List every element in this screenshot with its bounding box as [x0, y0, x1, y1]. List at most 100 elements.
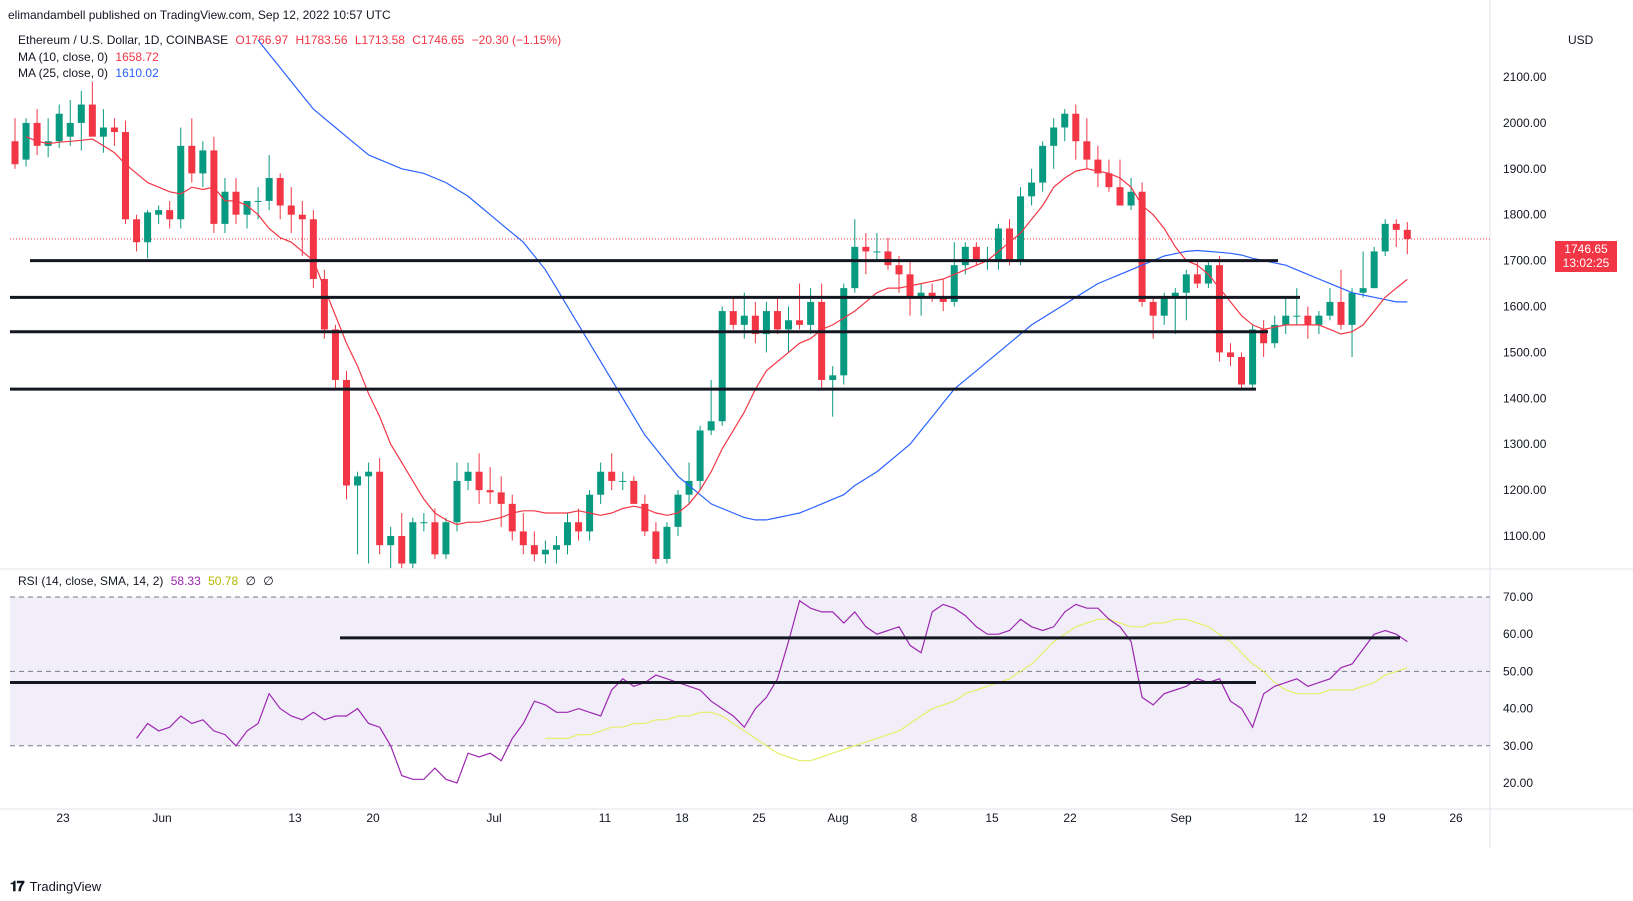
candle-body: [552, 545, 560, 550]
candle-body: [851, 246, 859, 289]
candle-body: [1017, 196, 1025, 261]
ohlc-change: −20.30 (−1.15%): [471, 33, 562, 47]
candle-body: [829, 375, 837, 380]
candle-body: [1293, 315, 1301, 317]
candle-body: [343, 379, 350, 486]
candle-body: [1381, 223, 1389, 252]
time-tick-label: 25: [752, 811, 766, 825]
candle-body: [1116, 187, 1124, 206]
ma25-line: [257, 39, 1408, 521]
candle-body: [420, 522, 428, 524]
candle-body: [22, 122, 30, 160]
candle-body: [917, 292, 925, 298]
time-tick-label: Sep: [1170, 811, 1192, 825]
candle-body: [77, 104, 85, 123]
rsi-tick-label: 50.00: [1503, 664, 1533, 678]
rsi-legend[interactable]: RSI (14, close, SMA, 14, 2) 58.33 50.78 …: [18, 574, 278, 588]
candle-body: [166, 210, 174, 220]
candle-body: [674, 494, 682, 527]
last-price-value: 1746.65: [1564, 242, 1608, 256]
candle-body: [243, 200, 251, 215]
candle-body: [796, 320, 804, 325]
time-tick-label: 18: [675, 811, 689, 825]
ma10-line: [25, 136, 1408, 526]
candle-body: [309, 219, 317, 279]
tradingview-logo-icon: 𝟏𝟕: [10, 878, 25, 894]
candle-body: [1182, 274, 1190, 293]
footer-brand[interactable]: 𝟏𝟕 TradingView: [10, 878, 101, 895]
candle-body: [365, 471, 373, 477]
candle-body: [1138, 191, 1146, 302]
ohlc-low: L1713.58: [354, 33, 405, 47]
candle-body: [961, 246, 969, 266]
candle-body: [928, 292, 936, 298]
price-tick-label: 1200.00: [1503, 483, 1547, 497]
candle-body: [1039, 145, 1047, 183]
price-tick-label: 1600.00: [1503, 300, 1547, 314]
symbol-title[interactable]: Ethereum / U.S. Dollar, 1D, COINBASE: [18, 33, 229, 47]
candle-body: [895, 265, 903, 275]
candle-body: [331, 329, 339, 380]
candle-body: [1171, 292, 1179, 298]
candle-body: [652, 531, 660, 559]
candle-body: [972, 246, 980, 261]
candle-body: [387, 536, 395, 546]
candle-body: [254, 200, 262, 202]
time-tick-label: 23: [56, 811, 70, 825]
time-tick-label: 11: [599, 811, 612, 825]
rsi-value: 58.33: [170, 574, 201, 588]
candle-body: [409, 522, 417, 564]
candle-body: [1348, 292, 1356, 325]
candle-body: [663, 526, 671, 559]
candle-body: [265, 177, 273, 201]
candle-body: [519, 531, 527, 546]
ma25-label: MA (25, close, 0): [18, 66, 109, 80]
time-tick-label: 26: [1449, 811, 1463, 825]
candle-body: [1238, 356, 1246, 385]
price-tick-label: 1100.00: [1503, 529, 1546, 543]
candle-body: [541, 549, 549, 555]
candle-body: [1149, 301, 1157, 316]
candle-body: [497, 492, 505, 504]
candle-body: [1249, 329, 1257, 385]
candle-body: [751, 315, 759, 335]
candle-body: [298, 214, 306, 220]
price-tick-label: 1900.00: [1503, 162, 1547, 176]
candle-body: [354, 476, 362, 486]
candle-body: [1403, 229, 1411, 240]
ohlc-close: C1746.65: [412, 33, 465, 47]
price-tick-label: 1500.00: [1503, 345, 1547, 359]
candle-body: [1370, 251, 1378, 289]
price-tick-label: 2100.00: [1503, 70, 1547, 84]
candle-body: [431, 522, 439, 555]
ma10-legend[interactable]: MA (10, close, 0) 1658.72: [18, 50, 163, 64]
candle-body: [475, 471, 483, 491]
candle-body: [950, 265, 958, 302]
candle-body: [133, 219, 141, 243]
candle-body: [575, 522, 583, 532]
candle-body: [1028, 182, 1036, 197]
candle-body: [110, 127, 118, 133]
ohlc-open: O1766.97: [235, 33, 289, 47]
candle-body: [232, 191, 240, 215]
symbol-legend: Ethereum / U.S. Dollar, 1D, COINBASE O17…: [18, 33, 565, 47]
candle-body: [1193, 274, 1201, 284]
rsi-tick-label: 60.00: [1503, 627, 1533, 641]
rsi-tick-label: 70.00: [1503, 590, 1533, 604]
candle-body: [398, 536, 406, 564]
price-tick-label: 1800.00: [1503, 208, 1547, 222]
ma25-legend[interactable]: MA (25, close, 0) 1610.02: [18, 66, 163, 80]
candle-body: [762, 311, 770, 335]
candle-body: [88, 104, 96, 137]
ohlc-high: H1783.56: [295, 33, 348, 47]
candle-body: [1359, 288, 1367, 293]
candle-body: [122, 132, 129, 220]
candle-body: [818, 301, 826, 380]
candle-body: [1160, 297, 1168, 316]
candle-body: [740, 315, 748, 325]
time-tick-label: 22: [1063, 811, 1077, 825]
candle-body: [729, 311, 737, 325]
ma25-value: 1610.02: [115, 66, 159, 80]
candle-body: [1083, 141, 1091, 160]
